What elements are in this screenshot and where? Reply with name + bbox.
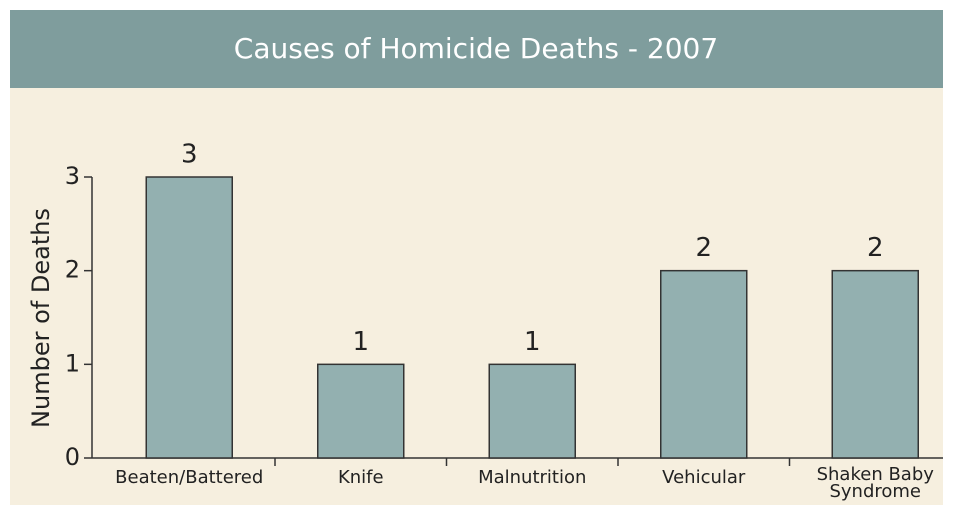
value-label: 2	[695, 233, 712, 263]
value-label: 2	[867, 233, 884, 263]
value-label: 1	[524, 327, 541, 357]
x-tick-label: Beaten/Battered	[115, 467, 263, 488]
value-label: 3	[181, 140, 198, 170]
bar	[145, 176, 233, 459]
x-tick-label: Malnutrition	[478, 467, 586, 488]
bar	[488, 363, 576, 459]
chart-title: Causes of Homicide Deaths - 2007	[234, 32, 718, 65]
value-label: 1	[352, 327, 369, 357]
x-tick-label: Shaken Baby Syndrome	[817, 464, 935, 502]
y-tick-label: 3	[65, 162, 80, 190]
bar	[660, 269, 748, 459]
y-tick-label: 1	[65, 349, 80, 377]
x-tick-label: Vehicular	[662, 467, 746, 488]
header	[10, 10, 943, 88]
y-axis-label: Number of Deaths	[27, 208, 55, 428]
bar	[831, 269, 919, 459]
y-tick-label: 2	[65, 256, 80, 284]
y-tick-label: 0	[65, 443, 80, 471]
x-tick-label: Knife	[338, 467, 384, 488]
bar	[317, 363, 405, 459]
